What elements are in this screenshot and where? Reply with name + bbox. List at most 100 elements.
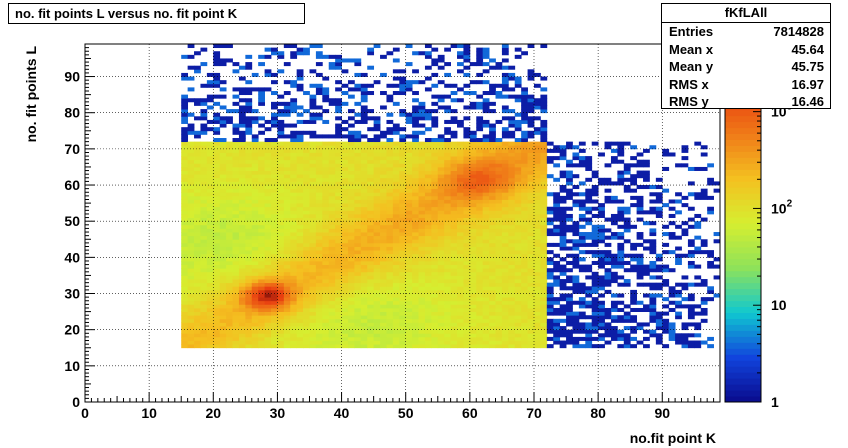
heatmap-cell [694, 250, 702, 255]
heatmap-cell [591, 289, 599, 294]
heatmap-cell [418, 232, 426, 237]
heatmap-cell [508, 329, 516, 334]
heatmap-cell [508, 279, 516, 284]
heatmap-cell [662, 152, 670, 157]
heatmap-cell [386, 199, 394, 204]
heatmap-cell [444, 304, 451, 309]
heatmap-cell [527, 72, 535, 77]
heatmap-cell [476, 253, 484, 258]
heatmap-cell [213, 246, 221, 251]
heatmap-cell [623, 217, 631, 222]
heatmap-cell [328, 289, 336, 294]
heatmap-cell [533, 166, 541, 171]
heatmap-cell [662, 268, 670, 273]
heatmap-cell [437, 148, 445, 153]
heatmap-cell [219, 119, 227, 124]
heatmap-cell [360, 242, 368, 247]
heatmap-cell [694, 264, 702, 269]
heatmap-cell [367, 109, 375, 114]
heatmap-cell [245, 210, 253, 215]
heatmap-cell [444, 221, 451, 226]
heatmap-cell [187, 329, 195, 334]
heatmap-cell [303, 235, 310, 240]
heatmap-cell [341, 250, 349, 255]
heatmap-cell [296, 134, 304, 139]
heatmap-cell [251, 293, 259, 298]
heatmap-cell [226, 304, 233, 309]
heatmap-cell [489, 318, 496, 323]
heatmap-cell [354, 293, 362, 298]
heatmap-cell [194, 336, 201, 341]
heatmap-cell [322, 333, 330, 338]
heatmap-cell [258, 340, 265, 345]
heatmap-cell [251, 307, 259, 312]
heatmap-cell [219, 188, 227, 193]
heatmap-cell [412, 145, 419, 150]
heatmap-cell [335, 65, 342, 70]
heatmap-cell [546, 257, 554, 262]
heatmap-cell [238, 210, 246, 215]
heatmap-cell [283, 199, 291, 204]
heatmap-cell [335, 213, 342, 218]
heatmap-cell [181, 315, 189, 320]
heatmap-cell [546, 307, 554, 312]
heatmap-cell [283, 152, 291, 157]
heatmap-cell [495, 94, 503, 99]
heatmap-cell [238, 224, 246, 229]
heatmap-cell [457, 333, 464, 338]
heatmap-cell [527, 141, 535, 146]
heatmap-cell [405, 203, 413, 208]
heatmap-cell [521, 119, 528, 124]
heatmap-cell [206, 318, 214, 323]
heatmap-cell [514, 293, 522, 298]
heatmap-cell [354, 235, 362, 240]
heatmap-cell [533, 116, 541, 121]
heatmap-cell [501, 185, 509, 190]
heatmap-cell [476, 340, 484, 345]
heatmap-cell [296, 138, 304, 143]
heatmap-cell [533, 264, 541, 269]
heatmap-cell [296, 344, 304, 349]
heatmap-cell [521, 253, 528, 258]
heatmap-cell [226, 206, 233, 211]
heatmap-cell [283, 195, 291, 200]
heatmap-cell [412, 250, 419, 255]
heatmap-cell [527, 286, 535, 291]
heatmap-cell [444, 130, 451, 135]
heatmap-cell [232, 286, 240, 291]
heatmap-cell [476, 344, 484, 349]
heatmap-cell [277, 192, 285, 197]
heatmap-cell [206, 289, 214, 294]
heatmap-cell [194, 203, 201, 208]
color-scale-cell [725, 360, 761, 367]
heatmap-cell [315, 300, 323, 305]
color-scale-cell [725, 115, 761, 123]
heatmap-cell [450, 289, 458, 294]
heatmap-cell [367, 253, 375, 258]
heatmap-cell [540, 163, 548, 168]
heatmap-cell [264, 195, 272, 200]
heatmap-cell [501, 145, 509, 150]
heatmap-cell [694, 333, 702, 338]
heatmap-cell [360, 260, 368, 265]
heatmap-cell [213, 116, 221, 121]
heatmap-cell [264, 181, 272, 186]
heatmap-cell [258, 322, 265, 327]
heatmap-cell [226, 275, 233, 280]
heatmap-cell [617, 148, 625, 153]
heatmap-cell [386, 336, 394, 341]
heatmap-cell [559, 333, 567, 338]
heatmap-cell [412, 286, 419, 291]
heatmap-cell [533, 213, 541, 218]
heatmap-cell [630, 145, 638, 150]
heatmap-cell [290, 105, 298, 110]
heatmap-cell [514, 275, 522, 280]
heatmap-cell [251, 206, 259, 211]
heatmap-cell [367, 138, 375, 143]
heatmap-cell [322, 217, 330, 222]
heatmap-cell [463, 340, 471, 345]
heatmap-cell [655, 336, 663, 341]
heatmap-cell [354, 174, 362, 179]
heatmap-cell [245, 253, 253, 258]
heatmap-cell [226, 58, 233, 63]
